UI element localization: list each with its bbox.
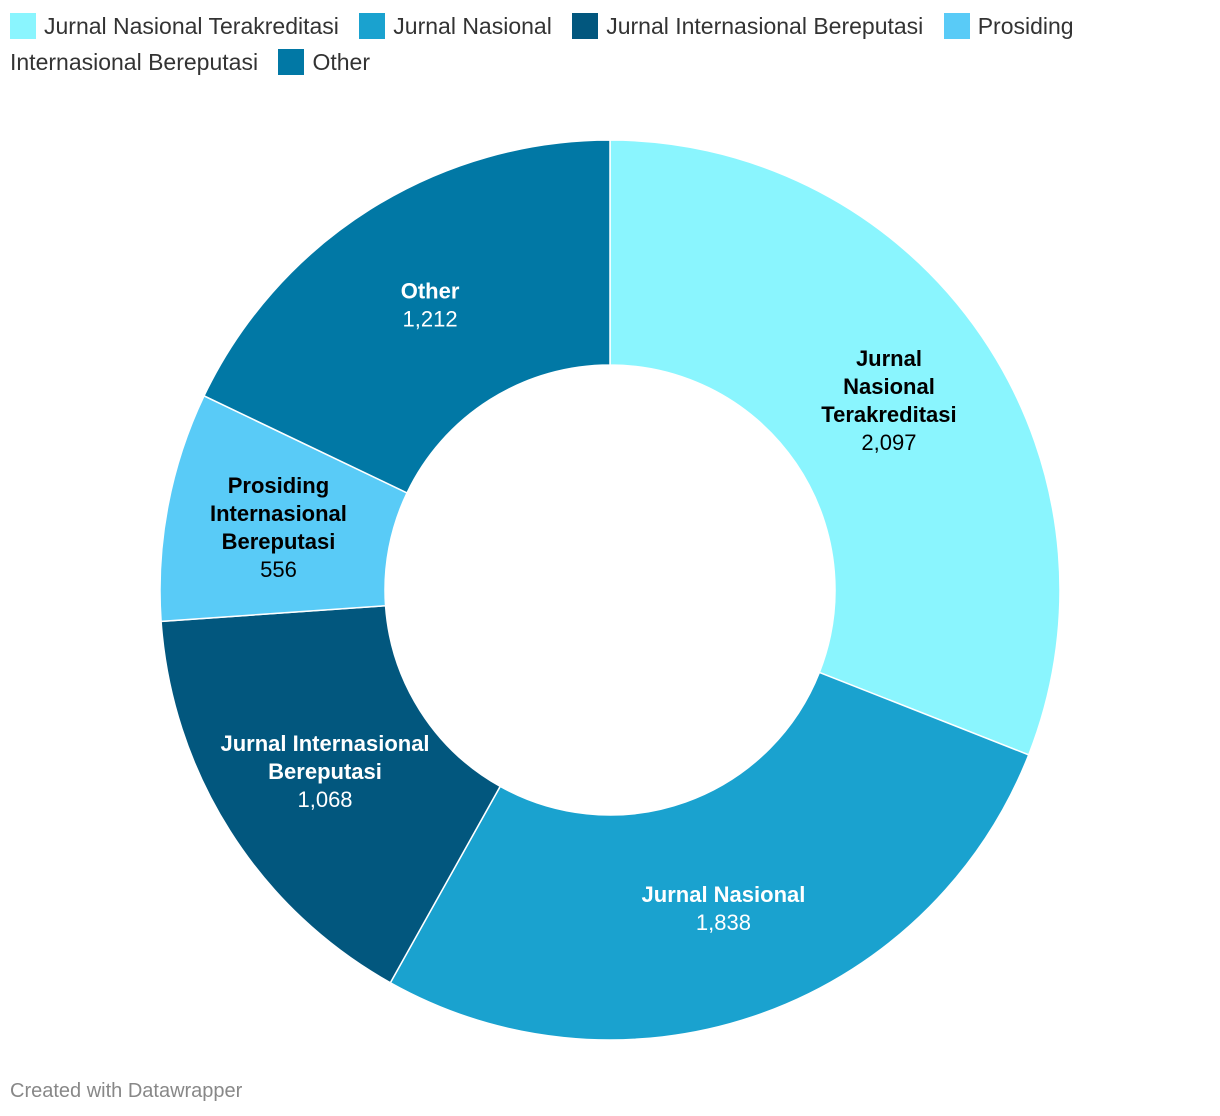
slice-name: Jurnal [856, 346, 922, 371]
slice-value: 2,097 [861, 430, 916, 455]
slice-label: Other 1,212 [401, 278, 460, 331]
donut-slice [160, 604, 502, 984]
legend-swatch [10, 13, 36, 39]
slice-value: 1,068 [297, 787, 352, 812]
slice-name: Other [401, 278, 460, 303]
slice-name: Internasional [210, 501, 347, 526]
donut-slice [609, 139, 1061, 756]
donut-slice [389, 671, 1030, 1041]
legend-swatch [572, 13, 599, 39]
credit-footer: Created with Datawrapper [10, 1080, 243, 1102]
slice-name: Bereputasi [268, 759, 382, 784]
legend-label: Jurnal Internasional Bereputasi [606, 13, 924, 39]
legend-label: Prosiding Internasional Bereputasi [10, 13, 1074, 75]
legend-swatch [943, 13, 970, 39]
legend-item: Jurnal Nasional Terakreditasi [10, 13, 339, 39]
legend-item: Jurnal Internasional Bereputasi [572, 13, 923, 39]
slice-name: Jurnal Nasional [642, 882, 806, 907]
slice-name: Prosiding [228, 473, 329, 498]
chart-legend: Jurnal Nasional Terakreditasi Jurnal Nas… [10, 8, 1200, 80]
legend-label: Jurnal Nasional Terakreditasi [44, 13, 339, 39]
slice-value: 1,838 [696, 910, 751, 935]
legend-item: Jurnal Nasional [359, 13, 552, 39]
legend-item: Other [278, 49, 370, 75]
slice-name: Terakreditasi [821, 402, 956, 427]
slice-name: Bereputasi [222, 529, 336, 554]
donut-slice [203, 139, 611, 494]
legend-label: Other [312, 49, 370, 75]
slice-label: Jurnal Internasional Bereputasi 1,068 [220, 731, 429, 812]
legend-swatch [278, 49, 305, 75]
legend-swatch [359, 13, 386, 39]
slice-value: 1,212 [403, 306, 458, 331]
slice-label: Jurnal Nasional Terakreditasi 2,097 [821, 346, 956, 455]
slice-name: Jurnal Internasional [220, 731, 429, 756]
slice-label: Jurnal Nasional 1,838 [642, 882, 806, 935]
slice-value: 556 [260, 557, 297, 582]
slice-name: Nasional [843, 374, 935, 399]
legend-item: Prosiding Internasional Bereputasi [10, 13, 1074, 75]
slice-label: Prosiding Internasional Bereputasi 556 [210, 473, 347, 582]
legend-label: Jurnal Nasional [393, 13, 552, 39]
